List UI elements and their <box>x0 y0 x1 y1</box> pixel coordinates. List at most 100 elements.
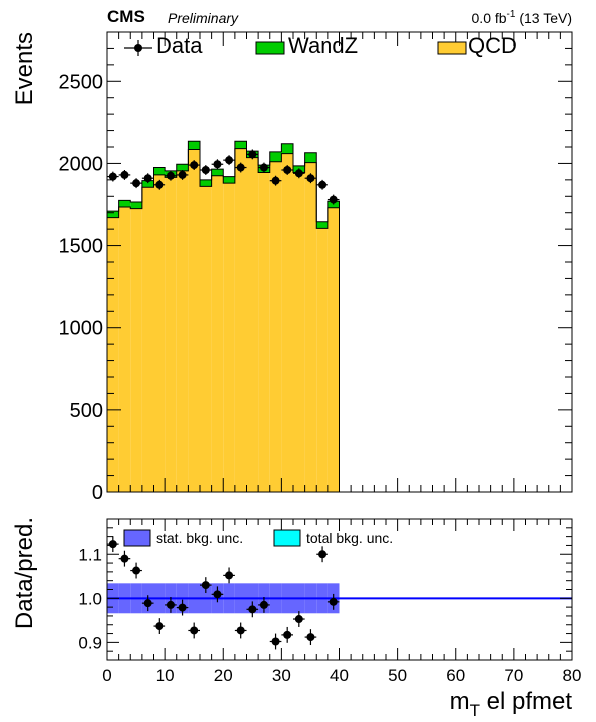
wandz-bar <box>281 143 293 154</box>
data-point <box>306 174 315 183</box>
data-point <box>108 172 117 181</box>
ratio-y-tick-label: 1.1 <box>78 545 102 564</box>
legend-data-marker <box>134 44 142 52</box>
y-axis-label: Events <box>11 32 38 105</box>
data-point <box>143 174 152 183</box>
data-point <box>259 163 268 172</box>
ratio-point <box>143 599 152 608</box>
ratio-point <box>213 590 222 599</box>
legend-swatch-stat-unc <box>123 529 151 547</box>
x-tick-label: 30 <box>272 666 291 685</box>
y-tick-label: 500 <box>70 400 103 422</box>
legend-label-qcd: QCD <box>468 33 517 58</box>
qcd-bar <box>130 208 142 492</box>
x-axis-label-main: m <box>450 688 470 715</box>
data-point <box>190 161 199 170</box>
ratio-point <box>259 600 268 609</box>
legend-label-total-unc: total bkg. unc. <box>306 530 393 546</box>
wandz-bar <box>153 167 166 175</box>
data-point <box>225 156 234 165</box>
qcd-bar <box>269 161 282 493</box>
ratio-panel: 0 10 20 30 40 50 60 70 80 0.9 1.0 1.1 stat. bkg. unc… <box>78 518 582 685</box>
ratio-point <box>283 630 292 639</box>
ratio-point <box>178 603 187 612</box>
qcd-bar <box>316 228 328 493</box>
ratio-point <box>294 615 303 624</box>
qcd-bar <box>141 187 154 492</box>
qcd-bar <box>234 148 247 492</box>
qcd-bar <box>293 172 305 492</box>
qcd-bar <box>176 170 189 493</box>
x-axis-label-rest: el pfmet <box>480 688 572 715</box>
wandz-bar <box>223 176 235 184</box>
ratio-point <box>108 540 117 549</box>
data-point <box>236 163 245 172</box>
luminosity-label: 0.0 fb-1 (13 TeV) <box>472 9 572 26</box>
ratio-point <box>248 605 257 614</box>
x-tick-label: 40 <box>330 666 349 685</box>
qcd-bar <box>246 157 259 492</box>
x-axis-label: mT el pfmet <box>450 688 573 720</box>
ratio-point <box>318 550 327 559</box>
ratio-point <box>166 600 175 609</box>
ratio-point <box>225 571 234 580</box>
qcd-bar <box>200 186 212 492</box>
ratio-point <box>306 633 315 642</box>
ratio-point <box>120 554 129 563</box>
qcd-bar <box>211 175 224 492</box>
legend-label-data: Data <box>156 33 203 58</box>
ratio-point <box>190 626 199 635</box>
wandz-bar <box>176 164 189 171</box>
wandz-bar <box>200 179 212 187</box>
legend-swatch-qcd <box>437 41 467 55</box>
luminosity-energy: (13 TeV) <box>515 10 572 26</box>
qcd-bar <box>188 149 200 492</box>
legend-swatch-wandz <box>255 41 285 55</box>
legend-label-stat-unc: stat. bkg. unc. <box>156 530 243 546</box>
data-point <box>329 195 338 204</box>
y-tick-label: 1000 <box>59 318 104 340</box>
qcd-bar <box>304 162 317 492</box>
qcd-bar <box>165 177 177 492</box>
legend-swatch-total-unc <box>273 529 301 547</box>
x-tick-label: 0 <box>102 666 111 685</box>
data-point <box>120 170 129 179</box>
ratio-y-tick-label: 1.0 <box>78 589 102 608</box>
data-point <box>178 170 187 179</box>
wandz-bar <box>118 200 131 207</box>
wandz-bar <box>316 221 328 229</box>
wandz-bar <box>130 202 142 209</box>
luminosity-exponent: -1 <box>507 9 516 20</box>
qcd-bar <box>223 183 235 492</box>
x-tick-label: 10 <box>156 666 175 685</box>
x-tick-label: 50 <box>388 666 407 685</box>
wandz-outline <box>106 140 340 492</box>
ratio-point <box>155 622 164 631</box>
x-tick-label: 80 <box>563 666 582 685</box>
x-axis-label-subscript: T <box>470 701 480 720</box>
qcd-bar <box>107 217 119 492</box>
qcd-bar <box>327 207 340 493</box>
ratio-y-axis-label: Data/pred. <box>11 517 38 629</box>
qcd-bar <box>153 174 166 492</box>
luminosity-value: 0.0 fb <box>472 10 507 26</box>
ratio-point <box>236 626 245 635</box>
data-point <box>201 166 210 174</box>
data-point <box>166 171 175 180</box>
ratio-point <box>132 566 141 575</box>
main-histogram-panel: 0 500 1000 1500 2000 2500 Data WandZ QCD <box>59 31 573 504</box>
data-point <box>155 180 164 189</box>
data-point <box>294 169 303 178</box>
qcd-bar <box>118 206 131 492</box>
wandz-bar <box>234 141 247 149</box>
wandz-bar <box>188 141 200 150</box>
x-tick-label: 60 <box>446 666 465 685</box>
wandz-bar <box>304 152 317 163</box>
y-tick-label: 0 <box>92 482 103 504</box>
wandz-bar <box>269 151 282 162</box>
y-tick-label: 2000 <box>59 153 104 175</box>
wandz-bar <box>107 211 119 218</box>
experiment-label: CMS <box>107 7 145 26</box>
data-point <box>248 150 257 159</box>
